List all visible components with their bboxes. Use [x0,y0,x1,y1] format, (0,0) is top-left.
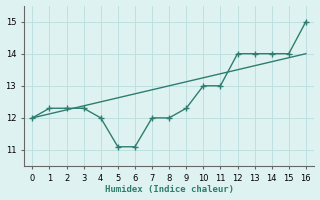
X-axis label: Humidex (Indice chaleur): Humidex (Indice chaleur) [105,185,234,194]
